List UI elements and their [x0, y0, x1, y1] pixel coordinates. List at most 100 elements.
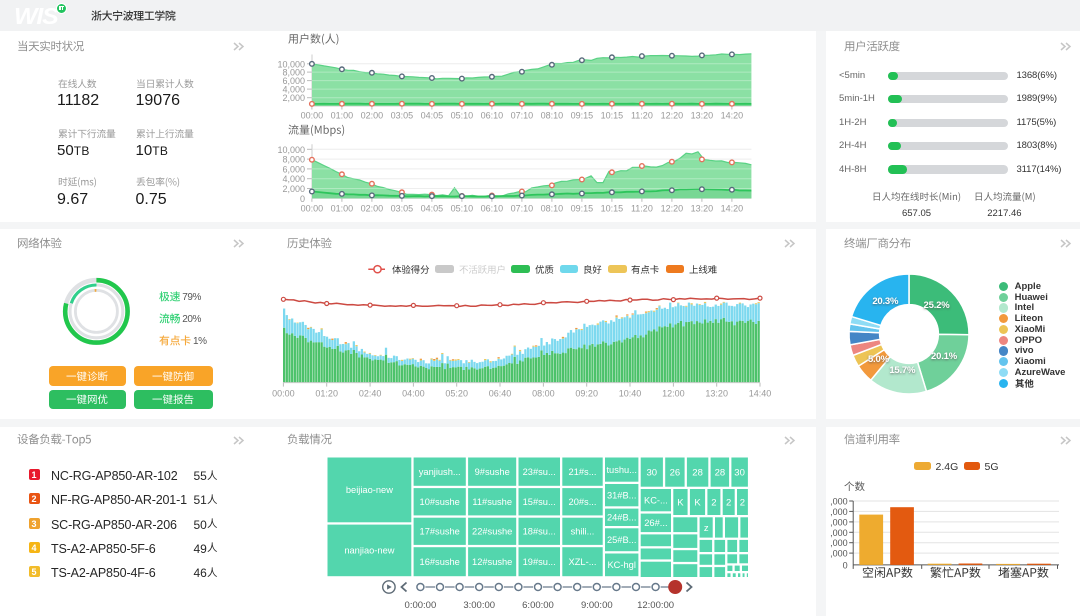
svg-text:12:20: 12:20 [661, 203, 684, 213]
svg-text:2: 2 [726, 497, 731, 508]
svg-text:26: 26 [670, 468, 681, 479]
svg-text:tushu...: tushu... [606, 465, 637, 475]
svg-text:yanjiush...: yanjiush... [419, 467, 461, 477]
svg-text:04:00: 04:00 [402, 389, 425, 399]
svg-text:06:10: 06:10 [481, 203, 504, 213]
svg-text:02:40: 02:40 [359, 389, 382, 399]
svg-text:0:00:00: 0:00:00 [405, 600, 437, 611]
svg-text:4,000: 4,000 [282, 85, 305, 95]
svg-text:K: K [677, 497, 684, 508]
svg-text:XZL-...: XZL-... [569, 557, 597, 567]
svg-text:07:10: 07:10 [511, 111, 534, 121]
svg-text:10,000: 10,000 [277, 145, 305, 155]
svg-text:05:10: 05:10 [451, 203, 474, 213]
svg-text:04:05: 04:05 [421, 203, 444, 213]
svg-text:21#s...: 21#s... [569, 467, 597, 477]
svg-text:6:00:00: 6:00:00 [522, 600, 554, 611]
svg-text:10:40: 10:40 [619, 389, 642, 399]
svg-text:01:00: 01:00 [331, 111, 354, 121]
svg-text:18#su...: 18#su... [523, 527, 556, 537]
svg-text:9#sushe: 9#sushe [475, 467, 510, 477]
svg-text:,000: ,000 [830, 538, 848, 548]
svg-text:10:15: 10:15 [601, 203, 624, 213]
svg-text:05:20: 05:20 [445, 389, 468, 399]
svg-text:11:20: 11:20 [631, 111, 653, 121]
svg-text:06:40: 06:40 [489, 389, 512, 399]
svg-text:17#sushe: 17#sushe [420, 527, 460, 537]
svg-text:,000: ,000 [830, 517, 848, 527]
svg-text:08:10: 08:10 [541, 111, 564, 121]
svg-text:00:00: 00:00 [301, 203, 324, 213]
svg-text:3:00:00: 3:00:00 [463, 600, 495, 611]
svg-text:12:00:00: 12:00:00 [637, 600, 674, 611]
svg-text:22#sushe: 22#sushe [472, 527, 512, 537]
svg-text:13:20: 13:20 [691, 203, 714, 213]
svg-text:01:00: 01:00 [331, 203, 354, 213]
svg-text:0: 0 [300, 194, 305, 204]
svg-text:,000: ,000 [830, 549, 848, 559]
svg-text:03:05: 03:05 [391, 203, 414, 213]
svg-text:23#su...: 23#su... [523, 467, 556, 477]
svg-text:00:00: 00:00 [272, 389, 295, 399]
svg-text:03:05: 03:05 [391, 111, 414, 121]
svg-text:28: 28 [715, 468, 726, 479]
svg-text:8,000: 8,000 [282, 68, 305, 78]
svg-text:2: 2 [740, 497, 745, 508]
svg-text:05:10: 05:10 [451, 111, 474, 121]
svg-text:10:15: 10:15 [601, 111, 624, 121]
svg-text:12:00: 12:00 [662, 389, 685, 399]
svg-text:KC-hgl: KC-hgl [607, 560, 635, 570]
svg-text:,000: ,000 [830, 528, 848, 538]
svg-text:09:15: 09:15 [571, 111, 594, 121]
svg-text:30: 30 [734, 468, 745, 479]
svg-text:KC-...: KC-... [644, 496, 668, 506]
svg-text:shili...: shili... [571, 527, 595, 537]
svg-text:16#sushe: 16#sushe [420, 557, 460, 567]
svg-text:28: 28 [692, 468, 703, 479]
svg-text:beijiao-new: beijiao-new [346, 485, 393, 495]
svg-text:,000: ,000 [830, 507, 848, 517]
svg-text:2: 2 [711, 497, 716, 508]
svg-text:08:10: 08:10 [541, 203, 564, 213]
svg-text:07:10: 07:10 [511, 203, 534, 213]
svg-text:25#B...: 25#B... [607, 535, 636, 545]
svg-text:31#B...: 31#B... [607, 491, 636, 501]
svg-text:09:15: 09:15 [571, 203, 594, 213]
svg-text:11#sushe: 11#sushe [472, 497, 512, 507]
svg-text:30: 30 [647, 468, 658, 479]
svg-text:15#su...: 15#su... [523, 497, 556, 507]
svg-text:13:20: 13:20 [691, 111, 714, 121]
svg-text:01:20: 01:20 [315, 389, 338, 399]
svg-text:8,000: 8,000 [282, 155, 305, 165]
svg-text:13:20: 13:20 [705, 389, 728, 399]
svg-text:06:10: 06:10 [481, 111, 504, 121]
svg-text:02:00: 02:00 [361, 203, 384, 213]
svg-text:K: K [694, 497, 701, 508]
svg-text:9:00:00: 9:00:00 [581, 600, 613, 611]
svg-text:10,000: 10,000 [277, 59, 305, 69]
svg-text:26#...: 26#... [644, 518, 667, 528]
svg-text:2,000: 2,000 [282, 184, 305, 194]
svg-text:00:00: 00:00 [301, 111, 324, 121]
svg-text:14:40: 14:40 [749, 389, 772, 399]
svg-text:19#su...: 19#su... [523, 557, 556, 567]
svg-text:6,000: 6,000 [282, 76, 305, 86]
svg-text:10#sushe: 10#sushe [420, 497, 460, 507]
svg-text:0: 0 [843, 560, 848, 570]
svg-text:4,000: 4,000 [282, 174, 305, 184]
svg-text:z: z [704, 523, 709, 534]
svg-text:04:05: 04:05 [421, 111, 444, 121]
svg-text:09:20: 09:20 [575, 389, 598, 399]
svg-text:14:20: 14:20 [721, 111, 744, 121]
svg-text:20#s...: 20#s... [569, 497, 597, 507]
svg-text:02:00: 02:00 [361, 111, 384, 121]
svg-text:,000: ,000 [830, 497, 848, 507]
svg-text:08:00: 08:00 [532, 389, 555, 399]
svg-text:14:20: 14:20 [721, 203, 744, 213]
svg-text:12#sushe: 12#sushe [472, 557, 512, 567]
svg-text:2,000: 2,000 [282, 93, 305, 103]
svg-text:11:20: 11:20 [631, 203, 653, 213]
svg-text:12:20: 12:20 [661, 111, 684, 121]
svg-text:24#B...: 24#B... [607, 513, 636, 523]
svg-text:6,000: 6,000 [282, 164, 305, 174]
